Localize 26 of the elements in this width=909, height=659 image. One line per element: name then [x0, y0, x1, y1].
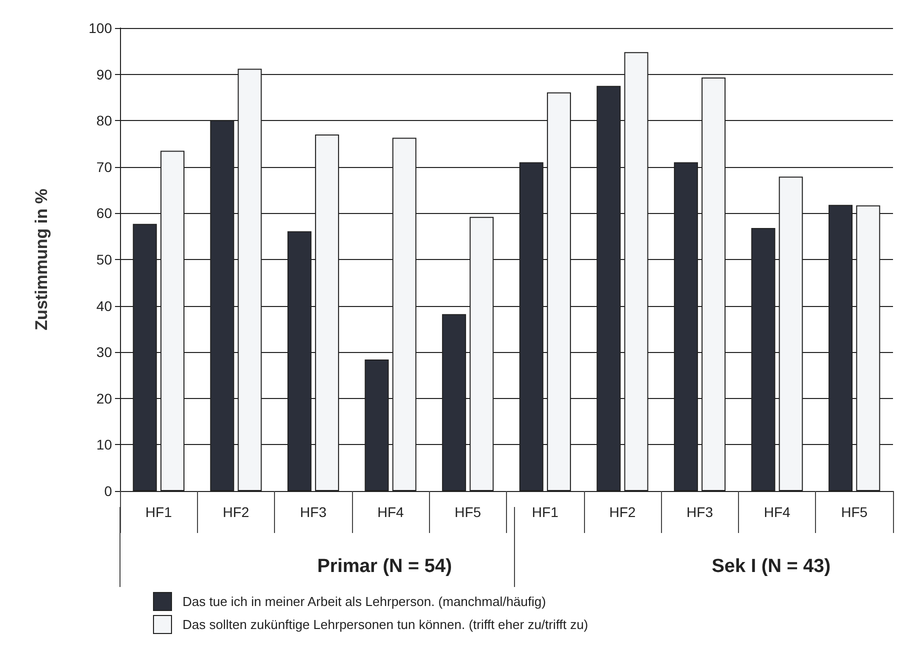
y-tick-label: 20 — [96, 390, 112, 406]
y-tick-label: 40 — [96, 298, 112, 314]
legend-label: Das sollten zukünftige Lehrpersonen tun können. (trifft eher zu/trifft zu) — [182, 617, 588, 632]
x-tick-label: HF5 — [454, 504, 482, 520]
legend-label: Das tue ich in meiner Arbeit als Lehrperson. (manchmal/häufig) — [182, 594, 546, 609]
y-tick-label: 80 — [96, 112, 112, 129]
x-tick-label: HF3 — [686, 504, 714, 520]
x-tick-label: HF1 — [145, 504, 172, 520]
y-tick-label: 90 — [96, 66, 112, 82]
y-tick-label: 10 — [96, 436, 112, 453]
x-tick-label: HF3 — [300, 504, 327, 520]
x-tick-label: HF2 — [609, 504, 636, 520]
text: Primar (N = 54) — [317, 556, 452, 577]
y-tick-label: 50 — [96, 252, 112, 268]
y-tick-label: 0 — [104, 483, 112, 499]
y-tick-label: 60 — [96, 205, 112, 222]
x-tick-label: HF4 — [764, 504, 790, 520]
x-tick-label: HF5 — [841, 504, 868, 520]
x-tick-label: HF4 — [377, 504, 404, 520]
y-tick-label: 30 — [96, 344, 112, 360]
y-tick-label: 70 — [96, 158, 112, 175]
x-tick-label: HF2 — [222, 504, 250, 520]
x-tick-label: HF1 — [532, 504, 559, 520]
y-axis-title: Zustimmung in % — [32, 188, 51, 330]
y-tick-label: 100 — [88, 20, 112, 36]
text: Sek I (N = 43) — [712, 556, 831, 577]
